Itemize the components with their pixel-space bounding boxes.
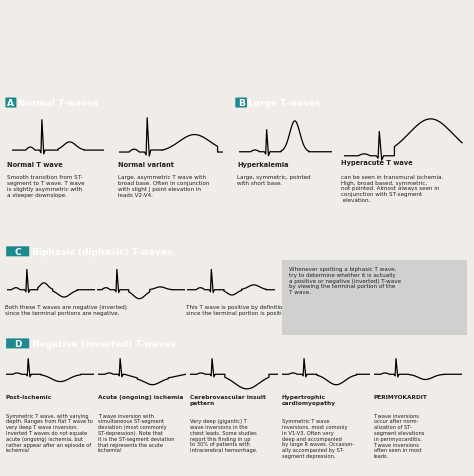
Text: This T wave is positive by definition
since the terminal portion is positive.: This T wave is positive by definition si… <box>186 305 291 316</box>
Text: Hyperacute T wave: Hyperacute T wave <box>341 159 413 166</box>
Text: D: D <box>14 339 21 348</box>
Text: B: B <box>237 99 245 108</box>
Text: C: C <box>14 248 21 256</box>
Text: T wave inversion with
simultaneous ST-segment
deviation (most commonly
ST-depres: T wave inversion with simultaneous ST-se… <box>98 413 174 453</box>
Text: Acute (ongoing) ischemia: Acute (ongoing) ischemia <box>98 394 183 399</box>
Text: Smooth transition from ST-
segment to T wave. T wave
is slightly asymmetric with: Smooth transition from ST- segment to T … <box>7 175 85 198</box>
Text: Large T-waves: Large T-waves <box>248 99 320 108</box>
Text: A: A <box>8 99 14 108</box>
Text: Cerebrovascular insult
pattern: Cerebrovascular insult pattern <box>190 394 265 405</box>
Text: Normal T wave: Normal T wave <box>7 162 63 168</box>
Text: Biphasic (diphasic) T-waves: Biphasic (diphasic) T-waves <box>32 248 172 256</box>
Text: Both these T waves are negative (inverted)
since the terminal portions are negat: Both these T waves are negative (inverte… <box>5 305 127 316</box>
FancyBboxPatch shape <box>235 98 247 109</box>
Text: Very deep (gigantic) T
wave inversions in the
chest leads. Some studies
report t: Very deep (gigantic) T wave inversions i… <box>190 418 257 452</box>
Text: Symmetric T wave
inversions, most comoniy
in V1-V3. Often very
deep and accompan: Symmetric T wave inversions, most comoni… <box>282 418 354 458</box>
FancyBboxPatch shape <box>6 338 29 349</box>
Text: can be seen in transmural ischemia.
High, broad based, symmetric,
not pointed. A: can be seen in transmural ischemia. High… <box>341 175 444 203</box>
Text: Large, asymmetric T wave with
broad base. Often in conjunction
with slight J poi: Large, asymmetric T wave with broad base… <box>118 175 210 198</box>
Text: Symmetric T wave, with varying
depth. Ranges from flat T wave to
very deep T wav: Symmetric T wave, with varying depth. Ra… <box>6 413 92 453</box>
Text: Normal variant: Normal variant <box>118 162 174 168</box>
Text: T wave inversions
occur after norm-
alization of ST-
segment elevations
in perim: T wave inversions occur after norm- aliz… <box>374 413 424 458</box>
Text: Whenever spotting a biphasic T wave,
try to determine whether it is actually
a p: Whenever spotting a biphasic T wave, try… <box>290 267 401 295</box>
FancyBboxPatch shape <box>278 259 471 337</box>
Text: Hyperkalemia: Hyperkalemia <box>237 162 289 168</box>
Text: Large, symmetric, pointed
with short base.: Large, symmetric, pointed with short bas… <box>237 175 310 186</box>
Text: Post-ischemic: Post-ischemic <box>6 394 52 399</box>
Text: Hypertrophic
cardiomyopathy: Hypertrophic cardiomyopathy <box>282 394 336 405</box>
Text: Negative (inverted) T-waves: Negative (inverted) T-waves <box>32 339 175 348</box>
Text: Normal T-waves: Normal T-waves <box>18 99 98 108</box>
FancyBboxPatch shape <box>6 247 29 257</box>
Text: PERIMYOKARDIT: PERIMYOKARDIT <box>374 394 428 399</box>
FancyBboxPatch shape <box>5 98 17 109</box>
